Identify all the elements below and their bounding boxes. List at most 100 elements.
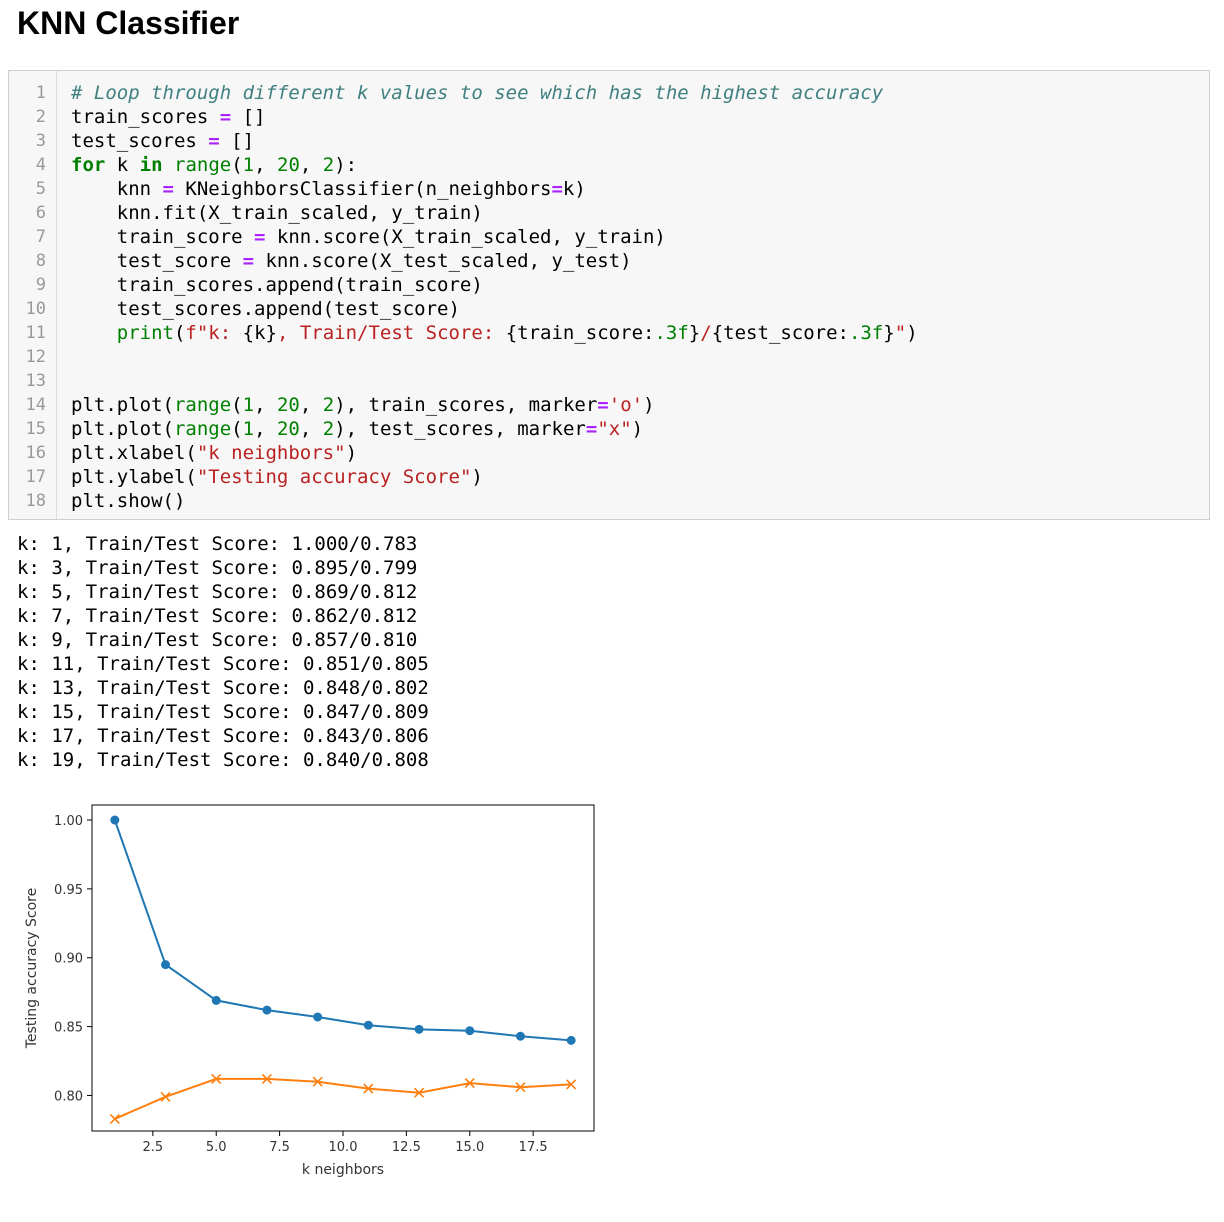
code-token: 20 bbox=[277, 154, 300, 176]
data-point bbox=[414, 1024, 424, 1034]
code-line[interactable]: plt.plot(range(1, 20, 2), train_scores, … bbox=[71, 393, 655, 417]
code-token: "Testing accuracy Score" bbox=[196, 466, 472, 488]
code-token: plt.ylabel( bbox=[71, 466, 197, 488]
code-token: range bbox=[173, 418, 232, 440]
code-line[interactable]: # Loop through different k values to see… bbox=[71, 81, 883, 105]
data-point bbox=[211, 995, 221, 1005]
code-token: plt.show() bbox=[71, 490, 186, 512]
data-point bbox=[515, 1031, 525, 1041]
data-point bbox=[566, 1079, 577, 1090]
code-token: ) bbox=[906, 322, 918, 344]
code-line[interactable]: knn.fit(X_train_scaled, y_train) bbox=[71, 201, 483, 225]
output-line: k: 5, Train/Test Score: 0.869/0.812 bbox=[17, 581, 418, 603]
code-token: {train_score: bbox=[505, 322, 655, 344]
code-line[interactable]: train_score = knn.score(X_train_scaled, … bbox=[71, 225, 666, 249]
output-line: k: 13, Train/Test Score: 0.848/0.802 bbox=[17, 677, 429, 699]
code-token: plt.xlabel( bbox=[71, 442, 197, 464]
code-token: 1 bbox=[242, 154, 255, 176]
data-point bbox=[465, 1026, 475, 1036]
line-number: 11 bbox=[25, 323, 46, 343]
code-line[interactable]: plt.ylabel("Testing accuracy Score") bbox=[71, 465, 483, 489]
code-line[interactable]: test_scores.append(test_score) bbox=[71, 297, 460, 321]
code-token: range bbox=[174, 154, 232, 176]
line-number: 5 bbox=[35, 179, 46, 199]
data-point bbox=[110, 815, 120, 825]
code-token: 2 bbox=[322, 394, 335, 416]
code-line[interactable]: plt.plot(range(1, 20, 2), test_scores, m… bbox=[71, 417, 643, 441]
code-line[interactable]: knn = KNeighborsClassifier(n_neighbors=k… bbox=[71, 177, 586, 201]
code-token: ) bbox=[471, 466, 483, 488]
line-number: 13 bbox=[25, 371, 46, 391]
code-token: knn.fit(X_train_scaled, y_train) bbox=[71, 202, 483, 224]
code-line[interactable]: plt.show() bbox=[71, 489, 185, 513]
line-number: 4 bbox=[35, 155, 46, 175]
code-token: # Loop through different k values to see… bbox=[71, 82, 884, 104]
output-line: k: 1, Train/Test Score: 1.000/0.783 bbox=[17, 533, 418, 555]
code-token: ), train_scores, marker bbox=[334, 394, 598, 416]
code-token: ( bbox=[173, 322, 186, 344]
line-number: 10 bbox=[25, 299, 46, 319]
code-token: plt.plot( bbox=[71, 394, 174, 416]
cell-output: k: 1, Train/Test Score: 1.000/0.783 k: 3,… bbox=[17, 532, 429, 772]
code-line[interactable]: test_scores = [] bbox=[71, 129, 254, 153]
line-number: 2 bbox=[35, 107, 46, 127]
data-point bbox=[515, 1082, 526, 1093]
code-token: ( bbox=[231, 154, 243, 176]
data-point bbox=[313, 1012, 323, 1022]
code-token: {test_score: bbox=[711, 322, 849, 344]
line-number: 8 bbox=[35, 251, 46, 271]
code-token: = bbox=[551, 178, 563, 200]
series-line-1 bbox=[113, 819, 572, 1042]
output-line: k: 7, Train/Test Score: 0.862/0.812 bbox=[17, 605, 418, 627]
y-tick-label: 1.00 bbox=[54, 814, 83, 829]
output-line: k: 11, Train/Test Score: 0.851/0.805 bbox=[17, 653, 429, 675]
line-number: 6 bbox=[35, 203, 46, 223]
code-token: 2 bbox=[322, 154, 335, 176]
code-token: k bbox=[105, 154, 140, 176]
code-token: ): bbox=[334, 154, 358, 176]
y-tick-label: 0.80 bbox=[54, 1089, 83, 1104]
data-point bbox=[413, 1087, 425, 1098]
line-number: 1 bbox=[35, 83, 46, 103]
line-number: 7 bbox=[35, 227, 46, 247]
line-number: 16 bbox=[25, 443, 46, 463]
code-token: 1 bbox=[242, 418, 255, 440]
code-token: test_score bbox=[71, 250, 243, 272]
code-token: , bbox=[254, 418, 277, 440]
data-point bbox=[363, 1083, 374, 1094]
code-token: = bbox=[219, 106, 232, 128]
code-line[interactable]: test_score = knn.score(X_test_scaled, y_… bbox=[71, 249, 632, 273]
code-token: = bbox=[208, 130, 220, 152]
code-token: ( bbox=[231, 394, 243, 416]
output-line: k: 17, Train/Test Score: 0.843/0.806 bbox=[17, 725, 429, 747]
code-token: } bbox=[688, 322, 701, 344]
code-cell[interactable]: 1 2 3 4 5 6 7 8 9 10 11 12 13 14 15 16 17 18 # Loop throu… bbox=[8, 70, 1210, 520]
code-line[interactable]: train_scores = [] bbox=[71, 105, 266, 129]
data-point bbox=[160, 1091, 171, 1102]
code-token: [] bbox=[231, 106, 266, 128]
code-line[interactable]: for k in range(1, 20, 2): bbox=[71, 153, 357, 177]
data-point bbox=[161, 960, 171, 970]
code-token: 20 bbox=[276, 394, 300, 416]
data-series bbox=[109, 815, 577, 1124]
code-token: print bbox=[116, 322, 174, 344]
series-line-2 bbox=[114, 1077, 572, 1120]
code-line[interactable]: plt.xlabel("k neighbors") bbox=[71, 441, 357, 465]
data-point bbox=[363, 1020, 373, 1030]
code-token: = bbox=[597, 394, 609, 416]
code-token: f"k: bbox=[185, 322, 243, 344]
code-token bbox=[163, 154, 174, 176]
code-token: 'o' bbox=[608, 394, 644, 416]
y-tick-label: 0.95 bbox=[54, 883, 83, 898]
code-token: ) bbox=[345, 442, 358, 464]
x-tick-label: 10.0 bbox=[329, 1140, 358, 1155]
code-line[interactable]: print(f"k: {k}, Train/Test Score: {train… bbox=[71, 321, 918, 345]
code-token: ( bbox=[231, 418, 243, 440]
code-token: {k} bbox=[242, 322, 277, 344]
code-token: in bbox=[139, 154, 163, 176]
code-token: ) bbox=[631, 418, 644, 440]
y-axis-label: Testing accuracy Score bbox=[24, 888, 40, 1050]
code-line[interactable]: train_scores.append(train_score) bbox=[71, 273, 483, 297]
accuracy-chart: 2.5 5.0 7.5 10.0 12.5 15.0 17.5 0.800.850.900.… bbox=[24, 804, 595, 1178]
code-token: plt.plot( bbox=[71, 418, 174, 440]
